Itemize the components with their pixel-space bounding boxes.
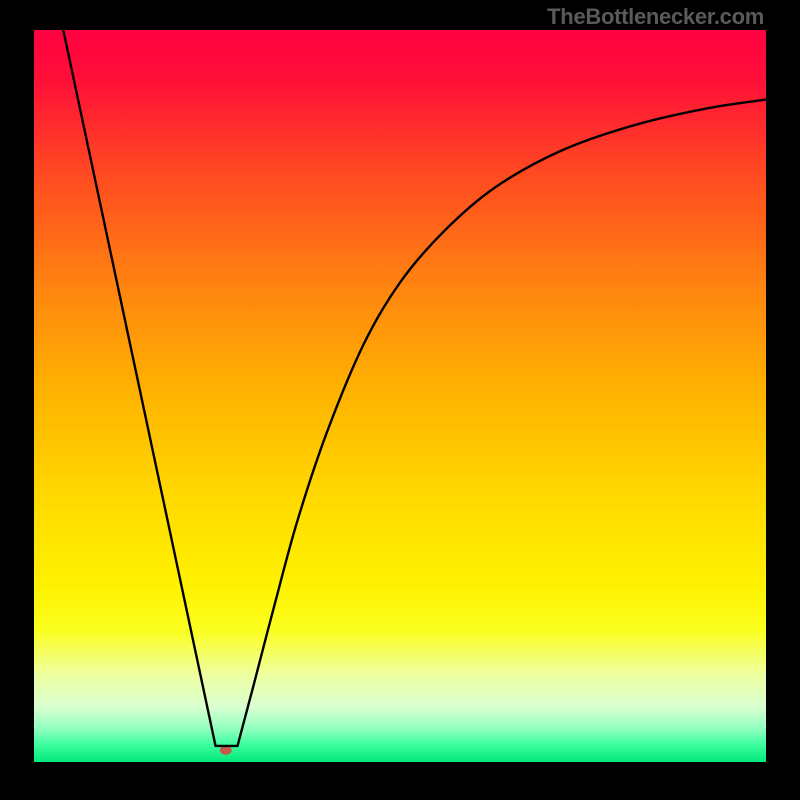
chart-frame xyxy=(34,30,766,762)
bottleneck-marker xyxy=(220,746,232,755)
chart-svg xyxy=(34,30,766,762)
plot-area xyxy=(34,30,766,762)
gradient-background xyxy=(34,30,766,762)
watermark-text: TheBottlenecker.com xyxy=(547,4,764,30)
